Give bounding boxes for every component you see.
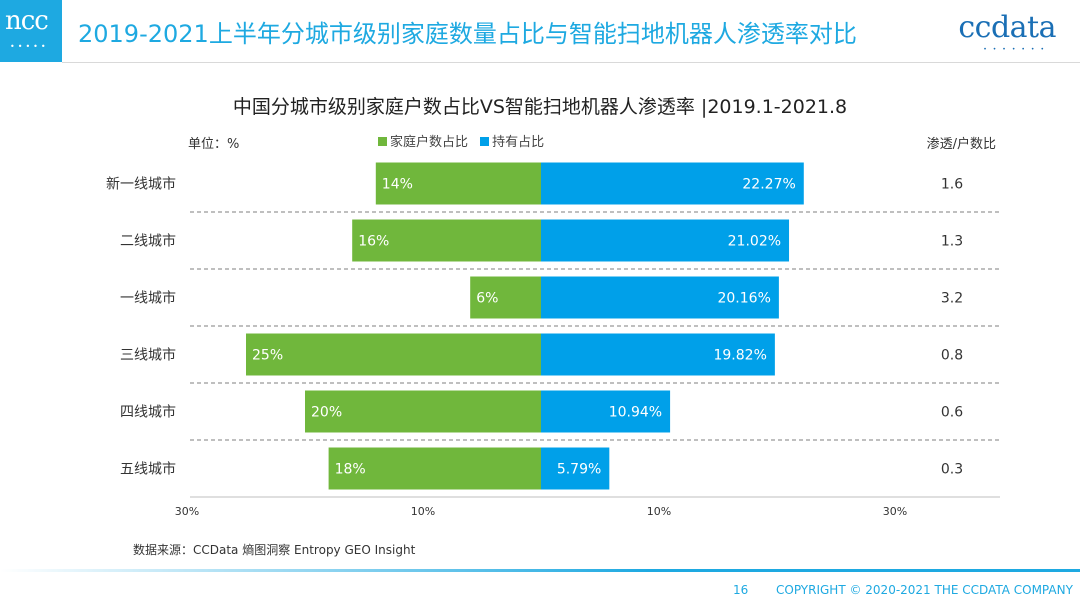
bar-ownership bbox=[541, 333, 775, 376]
bar-ownership bbox=[541, 390, 671, 433]
x-tick-label: 10% bbox=[647, 505, 671, 518]
legend: 家庭户数占比 持有占比 bbox=[378, 131, 544, 150]
ratio-value: 1.3 bbox=[941, 234, 963, 250]
footer-divider bbox=[0, 569, 1080, 572]
legend-label-ownership: 持有占比 bbox=[492, 135, 545, 150]
legend-label-households: 家庭户数占比 bbox=[390, 135, 469, 150]
ncc-logo-dots: ••••• bbox=[10, 42, 49, 51]
butterfly-bar-chart: 新一线城市 14% 22.27% 1.6 二线城市 16% 21.02% 1.3 一线城市 6% 2… bbox=[106, 162, 1000, 518]
page-title: 2019-2021上半年分城市级别家庭数量占比与智能扫地机器人渗透率对比 bbox=[78, 20, 857, 48]
category-label: 新一线城市 bbox=[106, 176, 176, 193]
bar-ownership bbox=[541, 447, 610, 490]
category-label: 一线城市 bbox=[120, 290, 176, 307]
bar-households bbox=[328, 447, 541, 490]
bar-ownership bbox=[541, 276, 779, 319]
bar-ownership bbox=[541, 219, 790, 262]
category-label: 二线城市 bbox=[120, 233, 176, 250]
ncc-logo: ncc ••••• bbox=[0, 0, 62, 62]
data-label-households: 25% bbox=[252, 348, 283, 364]
ratio-value: 3.2 bbox=[941, 291, 963, 307]
bar-ownership bbox=[541, 162, 804, 205]
bar-households bbox=[375, 162, 541, 205]
data-label-ownership: 10.94% bbox=[609, 405, 662, 421]
ratio-value: 1.6 bbox=[941, 177, 963, 193]
copyright-text: COPYRIGHT © 2020-2021 THE CCDATA COMPANY bbox=[776, 583, 1073, 597]
ratio-value: 0.6 bbox=[941, 405, 963, 421]
data-label-ownership: 20.16% bbox=[717, 291, 770, 307]
ccdata-logo: ccdata bbox=[958, 10, 1056, 45]
bar-households bbox=[352, 219, 541, 262]
category-label: 五线城市 bbox=[120, 461, 176, 478]
data-label-households: 18% bbox=[335, 462, 366, 478]
bar-households bbox=[246, 333, 541, 376]
x-tick-label: 30% bbox=[883, 505, 907, 518]
x-tick-label: 30% bbox=[175, 505, 199, 518]
category-label: 三线城市 bbox=[120, 347, 176, 364]
legend-swatch-ownership bbox=[480, 137, 490, 146]
unit-label: 单位：% bbox=[188, 137, 240, 152]
bar-households bbox=[470, 276, 541, 319]
category-label: 四线城市 bbox=[120, 404, 176, 421]
ratio-column-header: 渗透/户数比 bbox=[926, 137, 996, 152]
ncc-logo-text: ncc bbox=[5, 6, 49, 36]
ratio-value: 0.8 bbox=[941, 348, 963, 364]
legend-swatch-households bbox=[378, 137, 387, 146]
ccdata-logo-dots: ••••••• bbox=[983, 46, 1050, 53]
data-label-ownership: 5.79% bbox=[557, 462, 601, 478]
data-label-ownership: 19.82% bbox=[713, 348, 766, 364]
chart-title: 中国分城市级别家庭户数占比VS智能扫地机器人渗透率 |2019.1-2021.8 bbox=[232, 96, 848, 118]
data-label-households: 20% bbox=[311, 405, 342, 421]
data-label-ownership: 21.02% bbox=[728, 234, 781, 250]
data-label-households: 16% bbox=[358, 234, 389, 250]
data-label-households: 6% bbox=[476, 291, 498, 307]
ratio-value: 0.3 bbox=[941, 462, 963, 478]
source-note: 数据来源：CCData 熵图洞察 Entropy GEO Insight bbox=[133, 543, 416, 557]
data-label-households: 14% bbox=[382, 177, 413, 193]
header-divider bbox=[62, 62, 1080, 63]
page-number: 16 bbox=[733, 583, 749, 597]
x-tick-label: 10% bbox=[411, 505, 435, 518]
data-label-ownership: 22.27% bbox=[742, 177, 795, 193]
bar-households bbox=[305, 390, 541, 433]
